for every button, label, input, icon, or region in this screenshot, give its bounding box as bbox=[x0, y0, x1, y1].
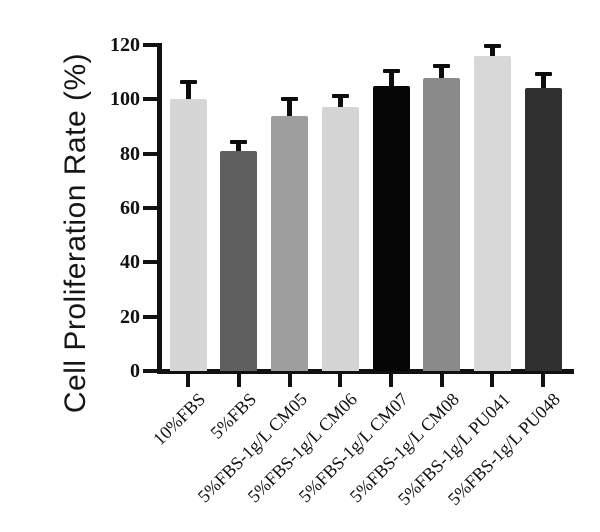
error-bar-cap bbox=[534, 72, 552, 77]
x-axis-tick bbox=[236, 374, 241, 387]
y-axis-tick bbox=[143, 97, 157, 102]
y-tick-label: 60 bbox=[120, 197, 140, 219]
x-axis-tick bbox=[186, 374, 191, 387]
y-axis-line bbox=[157, 43, 162, 374]
bar bbox=[169, 99, 207, 371]
x-axis-tick bbox=[541, 374, 546, 387]
bar bbox=[321, 107, 359, 371]
error-bar-cap bbox=[179, 80, 197, 85]
error-bar-cap bbox=[331, 93, 349, 98]
y-tick-label: 120 bbox=[110, 34, 140, 56]
y-axis-tick bbox=[143, 151, 157, 156]
bar bbox=[423, 77, 461, 371]
error-bar-whisker bbox=[185, 82, 191, 100]
error-bar-whisker bbox=[287, 98, 293, 116]
error-bar-whisker bbox=[236, 142, 242, 151]
y-tick-label: 80 bbox=[120, 142, 140, 165]
x-axis-tick bbox=[287, 374, 292, 387]
y-tick-label: 20 bbox=[120, 305, 140, 328]
error-bar-cap bbox=[433, 64, 451, 69]
error-bar-cap bbox=[483, 43, 501, 48]
x-axis-tick bbox=[490, 374, 495, 387]
error-bar-whisker bbox=[388, 71, 394, 86]
error-bar-whisker bbox=[337, 95, 343, 108]
x-axis-tick bbox=[389, 374, 393, 387]
error-bar-cap bbox=[281, 96, 299, 101]
error-bar-cap bbox=[382, 69, 400, 74]
bar bbox=[473, 55, 511, 371]
y-tick-label: 0 bbox=[130, 360, 140, 382]
y-axis-tick bbox=[143, 314, 157, 319]
x-axis-line bbox=[157, 369, 574, 374]
y-tick-label: 100 bbox=[110, 88, 140, 111]
y-axis-tick bbox=[143, 43, 157, 47]
y-axis-tick bbox=[143, 369, 157, 373]
bar bbox=[524, 88, 562, 371]
x-axis-tick bbox=[338, 374, 343, 387]
error-bar-whisker bbox=[439, 66, 445, 78]
y-axis-tick bbox=[143, 206, 157, 210]
y-tick-label: 40 bbox=[120, 251, 140, 274]
bar bbox=[271, 115, 309, 371]
error-bar-whisker bbox=[540, 74, 546, 89]
error-bar-cap bbox=[230, 140, 248, 145]
x-axis-tick bbox=[439, 374, 444, 387]
error-bar-whisker bbox=[489, 45, 495, 56]
y-axis-tick bbox=[143, 260, 157, 265]
bar bbox=[220, 150, 258, 371]
x-category-label: 10%FBS bbox=[149, 389, 210, 450]
bar bbox=[372, 85, 410, 371]
